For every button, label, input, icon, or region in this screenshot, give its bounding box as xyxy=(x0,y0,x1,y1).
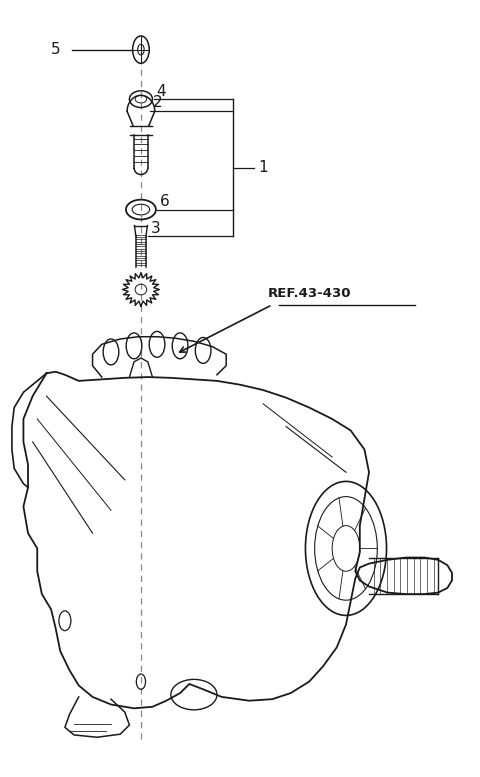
Text: 5: 5 xyxy=(51,42,60,57)
Text: 2: 2 xyxy=(153,96,163,110)
Text: 6: 6 xyxy=(160,194,170,210)
Text: 3: 3 xyxy=(151,221,161,236)
Text: 4: 4 xyxy=(156,84,166,99)
Text: REF.43-430: REF.43-430 xyxy=(268,287,351,300)
Text: 1: 1 xyxy=(258,160,268,175)
